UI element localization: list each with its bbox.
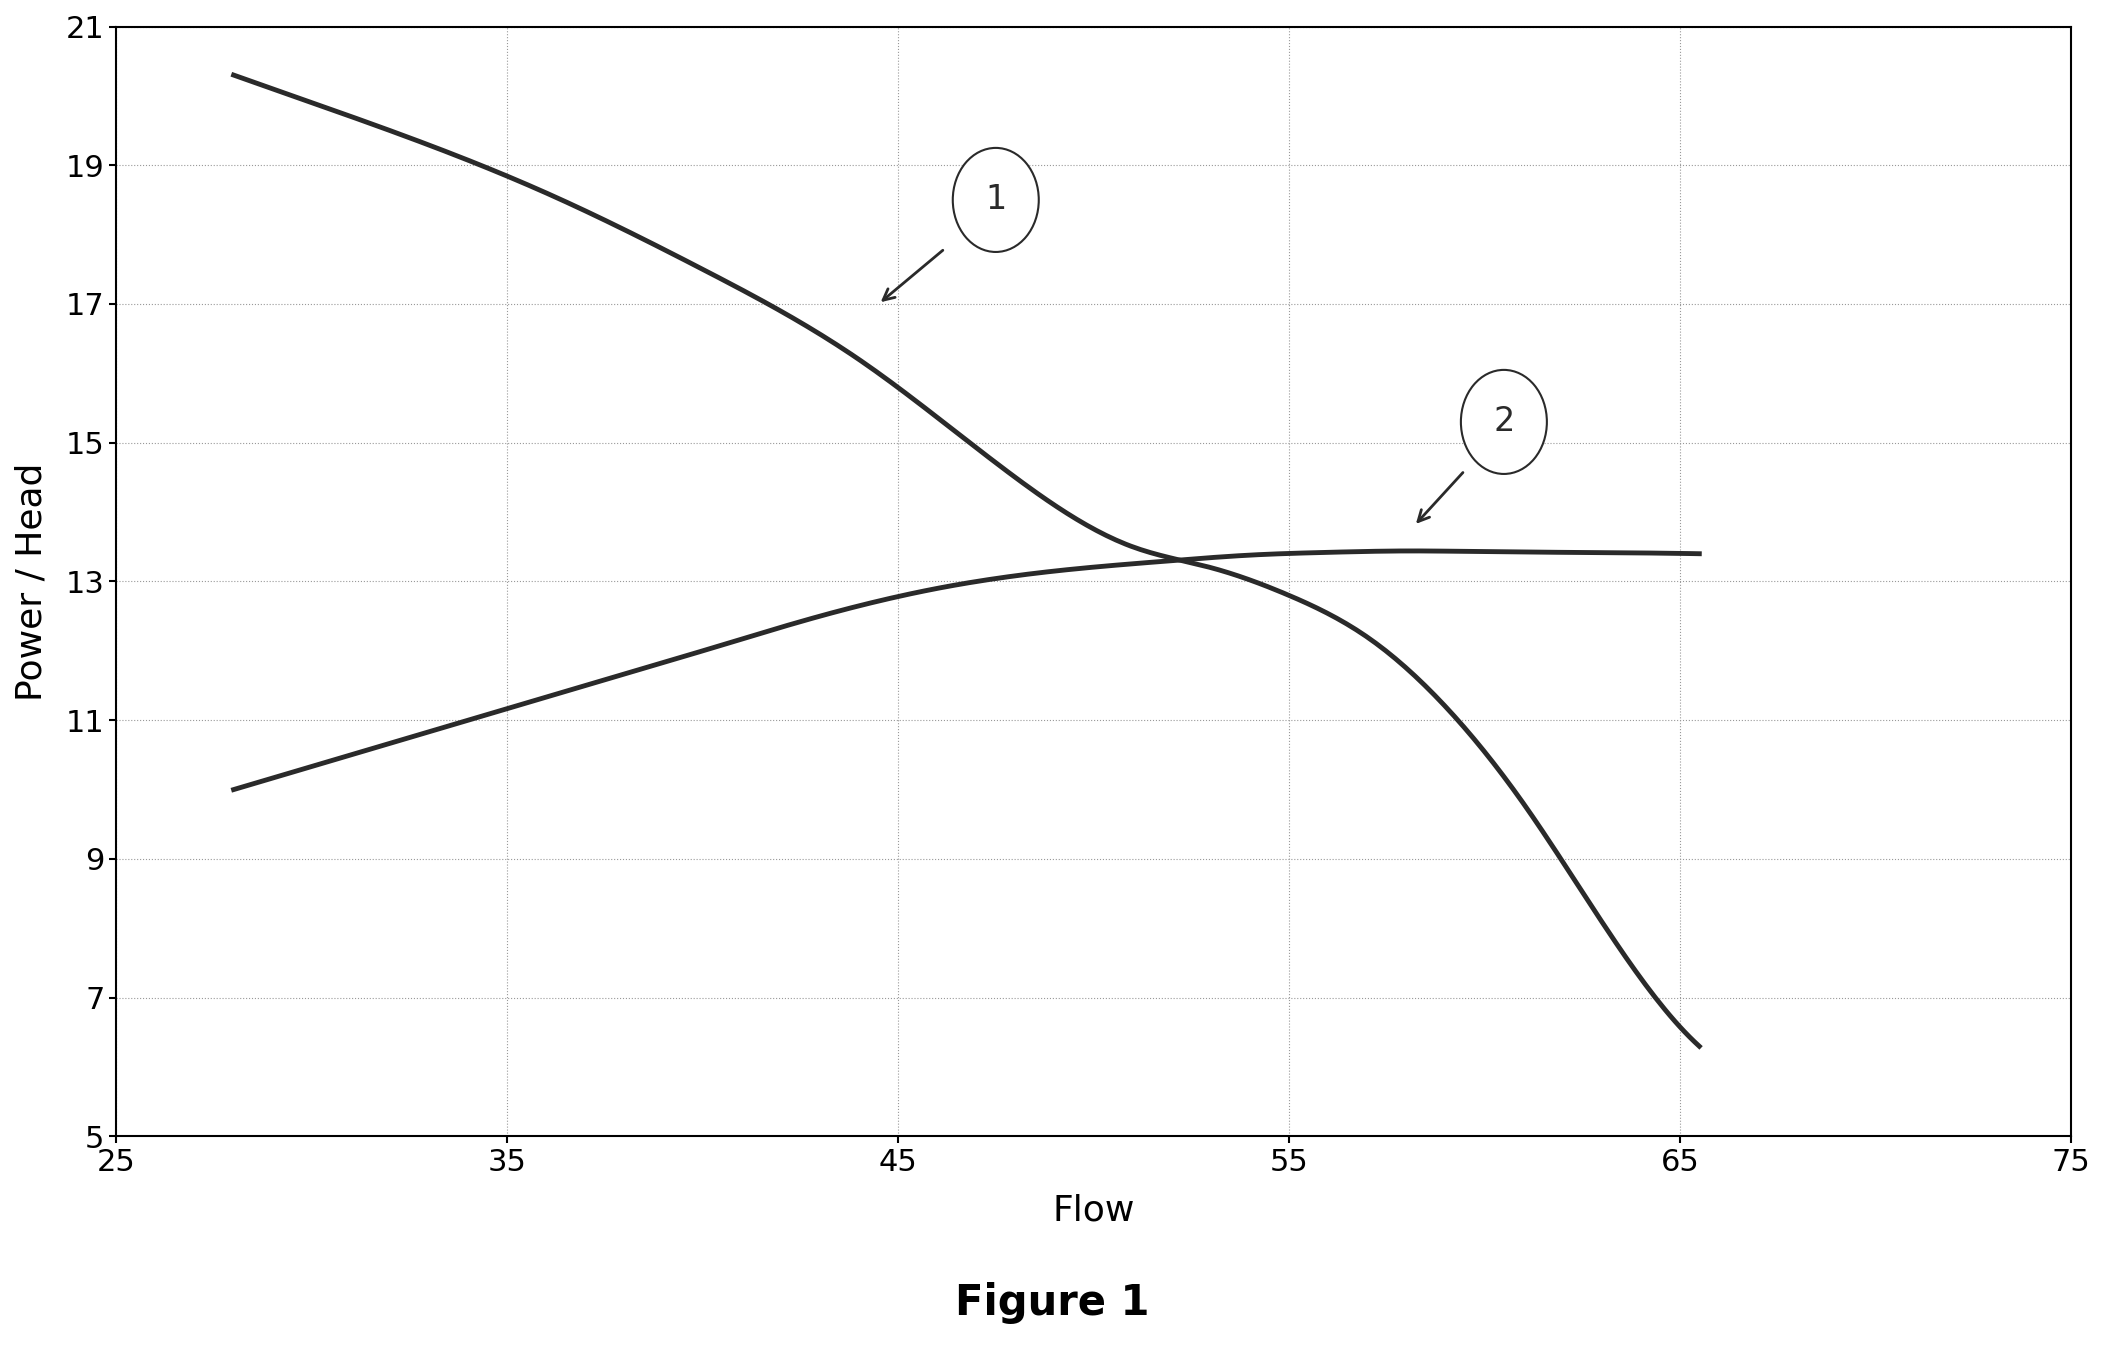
Text: 1: 1: [985, 184, 1006, 216]
Y-axis label: Power / Head: Power / Head: [15, 462, 48, 701]
Text: Figure 1: Figure 1: [956, 1282, 1149, 1324]
Ellipse shape: [954, 147, 1038, 251]
Ellipse shape: [1461, 370, 1547, 474]
Text: 2: 2: [1492, 405, 1516, 439]
X-axis label: Flow: Flow: [1052, 1194, 1135, 1228]
